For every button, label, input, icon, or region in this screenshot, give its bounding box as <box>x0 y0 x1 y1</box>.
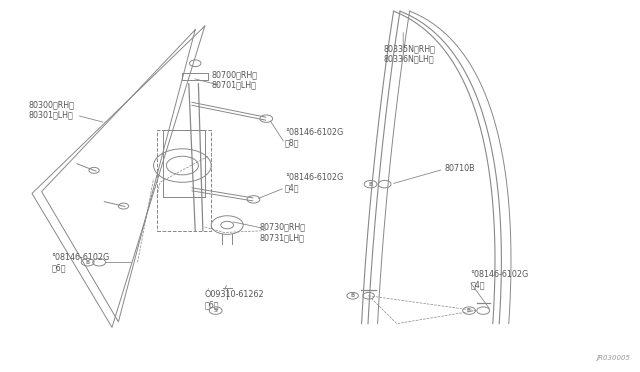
Text: B: B <box>351 293 355 298</box>
Text: °08146-6102G
（4）: °08146-6102G （4） <box>470 270 529 289</box>
Text: 80730（RH）
80731（LH）: 80730（RH） 80731（LH） <box>259 223 305 242</box>
Text: 80335N（RH）
80336N（LH）: 80335N（RH） 80336N（LH） <box>384 44 436 64</box>
Text: °08146-6102G
（4）: °08146-6102G （4） <box>285 173 343 192</box>
Text: B: B <box>467 308 471 313</box>
Text: B: B <box>369 182 372 187</box>
Text: 80710B: 80710B <box>445 164 476 173</box>
Text: S: S <box>214 308 218 313</box>
Text: °08146-6102G
（6）: °08146-6102G （6） <box>51 253 109 272</box>
Text: °08146-6102G
（8）: °08146-6102G （8） <box>285 128 343 147</box>
Text: JR030005: JR030005 <box>596 355 630 361</box>
Text: 80700（RH）
80701（LH）: 80700（RH） 80701（LH） <box>211 70 257 90</box>
Text: B: B <box>86 260 90 265</box>
Text: 80300（RH）
80301（LH）: 80300（RH） 80301（LH） <box>29 100 75 119</box>
Text: Ó09310-61262
（6）: Ó09310-61262 （6） <box>205 290 264 309</box>
